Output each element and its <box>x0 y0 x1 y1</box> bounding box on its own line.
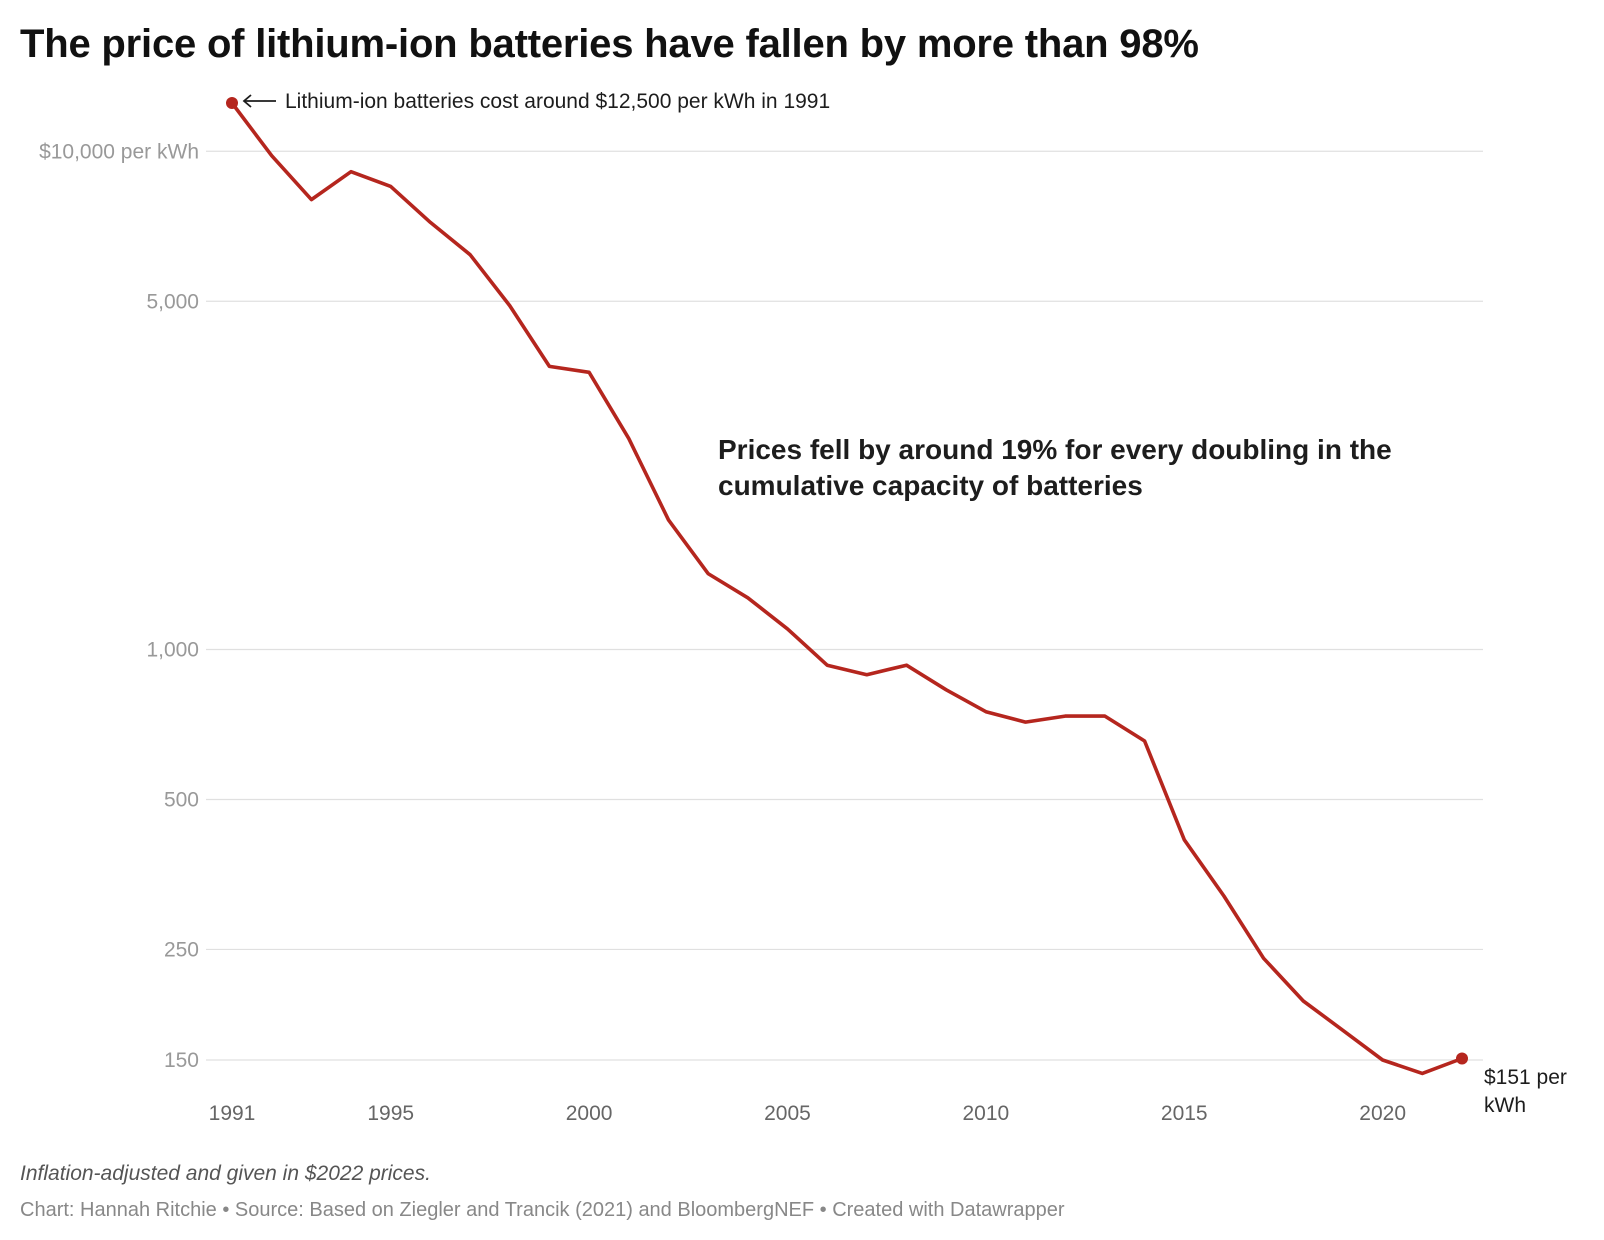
y-tick-label: 250 <box>164 938 199 961</box>
y-tick-label: 5,000 <box>146 290 199 313</box>
data-point <box>1341 1028 1345 1032</box>
data-point <box>706 572 710 576</box>
data-point <box>270 154 274 158</box>
data-point <box>865 673 869 677</box>
data-point <box>1381 1058 1385 1062</box>
data-point <box>1143 739 1147 743</box>
data-point <box>547 364 551 368</box>
x-tick-label: 2000 <box>566 1102 613 1125</box>
data-point <box>428 220 432 224</box>
x-tick-label: 2015 <box>1161 1102 1208 1125</box>
data-point <box>349 170 353 174</box>
series-line <box>230 101 1464 1076</box>
y-tick-label: 500 <box>164 788 199 811</box>
endpoint-marker <box>226 97 238 109</box>
end-annotation-line-2: kWh <box>1484 1094 1526 1117</box>
series-layer <box>226 97 1468 1076</box>
endpoint-marker <box>1456 1052 1468 1065</box>
data-point <box>627 437 631 441</box>
callout-annotation-line-1: Prices fell by around 19% for every doub… <box>718 434 1392 465</box>
data-point <box>1420 1071 1424 1075</box>
data-point <box>905 663 909 667</box>
chart-title: The price of lithium-ion batteries have … <box>20 22 1199 66</box>
arrow-left-icon <box>242 94 276 108</box>
y-tick-label: $10,000 per kWh <box>39 140 199 163</box>
x-tick-label: 2005 <box>764 1102 811 1125</box>
data-point <box>508 304 512 308</box>
footer-note: Inflation-adjusted and given in $2022 pr… <box>20 1162 431 1185</box>
data-point <box>825 663 829 667</box>
x-tick-label: 2010 <box>963 1102 1010 1125</box>
y-axis-tick-labels: $10,000 per kWh 5,000 1,000 500 250 150 <box>39 140 199 1072</box>
data-point <box>1182 838 1186 842</box>
data-point <box>468 253 472 257</box>
data-point <box>1301 999 1305 1003</box>
data-point <box>587 370 591 374</box>
callout-annotation-line-2: cumulative capacity of batteries <box>718 470 1143 501</box>
data-point <box>1103 714 1107 718</box>
y-tick-label: 1,000 <box>146 638 199 661</box>
y-tick-label: 150 <box>164 1049 199 1072</box>
data-point <box>1222 894 1226 898</box>
data-point <box>1024 720 1028 724</box>
data-point <box>984 710 988 714</box>
data-point <box>1063 714 1067 718</box>
annotations: Lithium-ion batteries cost around $12,50… <box>242 90 1567 1117</box>
data-point <box>389 184 393 188</box>
data-point <box>944 688 948 692</box>
data-point <box>746 596 750 600</box>
data-point <box>309 198 313 202</box>
footer-credit: Chart: Hannah Ritchie • Source: Based on… <box>20 1199 1065 1221</box>
start-annotation: Lithium-ion batteries cost around $12,50… <box>285 90 830 113</box>
data-point <box>666 518 670 522</box>
x-tick-label: 2020 <box>1359 1102 1406 1125</box>
gridlines <box>206 150 1483 1061</box>
data-point <box>1262 956 1266 960</box>
x-tick-label: 1995 <box>367 1102 414 1125</box>
data-point <box>785 627 789 631</box>
x-axis-tick-labels: 1991 1995 2000 2005 2010 2015 2020 <box>209 1102 1406 1125</box>
end-annotation-line-1: $151 per <box>1484 1066 1567 1089</box>
x-tick-label: 1991 <box>209 1102 256 1125</box>
